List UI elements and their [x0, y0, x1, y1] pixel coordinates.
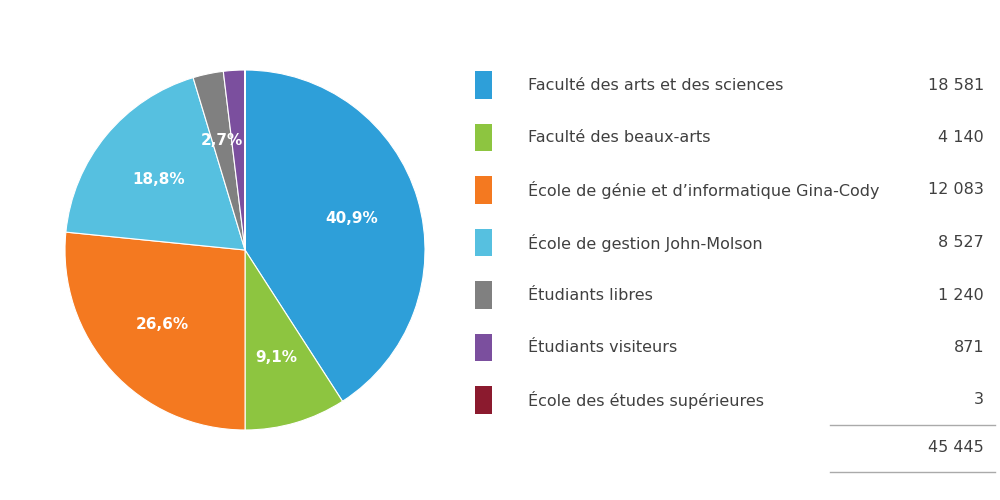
Text: 18,8%: 18,8%	[133, 172, 185, 186]
Text: Étudiants visiteurs: Étudiants visiteurs	[528, 340, 678, 355]
Bar	[475, 386, 492, 414]
Text: Étudiants libres: Étudiants libres	[528, 288, 653, 302]
Text: 4 140: 4 140	[938, 130, 984, 145]
Text: 871: 871	[953, 340, 984, 355]
Text: 12 083: 12 083	[928, 182, 984, 198]
Text: 45 445: 45 445	[928, 440, 984, 455]
Bar	[475, 334, 492, 361]
Text: 1 240: 1 240	[938, 288, 984, 302]
Text: 26,6%: 26,6%	[136, 318, 189, 332]
Text: 9,1%: 9,1%	[256, 350, 298, 364]
Text: 2,7%: 2,7%	[201, 134, 243, 148]
Bar	[475, 71, 492, 99]
Text: 8 527: 8 527	[938, 235, 984, 250]
Wedge shape	[65, 232, 245, 430]
Wedge shape	[193, 72, 245, 250]
Text: Faculté des beaux-arts: Faculté des beaux-arts	[528, 130, 711, 145]
Text: École de génie et d’informatique Gina-Cody: École de génie et d’informatique Gina-Co…	[528, 181, 880, 199]
Bar	[475, 281, 492, 309]
Text: 18 581: 18 581	[928, 78, 984, 92]
Text: École de gestion John-Molson: École de gestion John-Molson	[528, 234, 763, 252]
Bar	[475, 176, 492, 204]
Text: 3: 3	[974, 392, 984, 407]
Wedge shape	[245, 250, 343, 430]
Text: École des études supérieures: École des études supérieures	[528, 391, 764, 409]
Text: 40,9%: 40,9%	[326, 211, 378, 226]
Bar	[475, 124, 492, 151]
Wedge shape	[245, 70, 425, 402]
Wedge shape	[66, 78, 245, 250]
Wedge shape	[223, 70, 245, 250]
Text: Faculté des arts et des sciences: Faculté des arts et des sciences	[528, 78, 784, 92]
Bar	[475, 229, 492, 256]
